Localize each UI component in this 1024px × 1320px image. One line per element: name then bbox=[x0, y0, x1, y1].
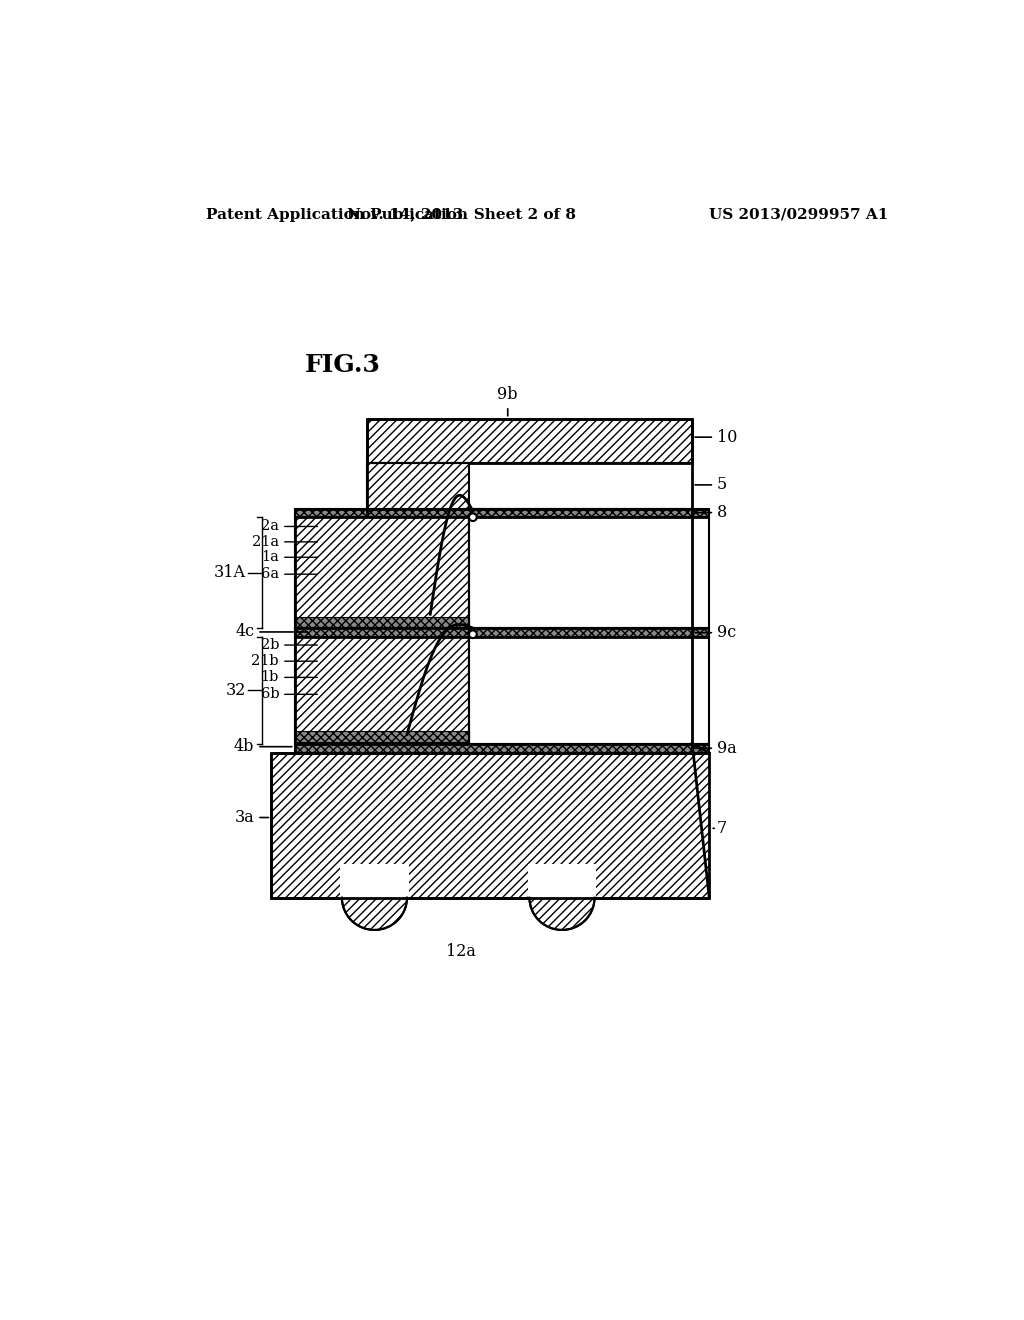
Text: Patent Application Publication: Patent Application Publication bbox=[206, 207, 468, 222]
Bar bbox=[295, 517, 469, 628]
Circle shape bbox=[469, 631, 477, 638]
Text: FIG.3: FIG.3 bbox=[305, 352, 381, 376]
Text: 5: 5 bbox=[695, 477, 727, 494]
Bar bbox=[469, 517, 710, 628]
Bar bbox=[295, 638, 469, 743]
Text: 9b: 9b bbox=[498, 387, 518, 416]
Circle shape bbox=[529, 866, 595, 929]
Text: 1b: 1b bbox=[261, 671, 317, 684]
Text: 2a: 2a bbox=[261, 520, 317, 533]
Bar bbox=[295, 628, 710, 638]
Bar bbox=[528, 863, 596, 898]
Bar bbox=[340, 863, 409, 898]
Text: US 2013/0299957 A1: US 2013/0299957 A1 bbox=[710, 207, 889, 222]
Bar bbox=[367, 462, 469, 517]
Bar bbox=[295, 731, 469, 742]
Text: 3a: 3a bbox=[234, 809, 268, 826]
Text: 9c: 9c bbox=[695, 624, 736, 642]
Text: 8: 8 bbox=[695, 504, 727, 521]
Bar bbox=[469, 638, 710, 743]
Text: 10: 10 bbox=[695, 429, 737, 446]
Bar bbox=[295, 743, 710, 752]
Text: 9a: 9a bbox=[695, 739, 736, 756]
Circle shape bbox=[469, 513, 477, 521]
Text: 12a: 12a bbox=[446, 942, 476, 960]
Bar bbox=[469, 508, 692, 517]
Text: 1a: 1a bbox=[261, 550, 317, 564]
Bar bbox=[295, 618, 469, 627]
Text: 32: 32 bbox=[225, 682, 246, 700]
Text: 4c: 4c bbox=[236, 623, 307, 640]
Text: 6a: 6a bbox=[261, 568, 317, 581]
Bar bbox=[367, 418, 692, 462]
Text: Nov. 14, 2013  Sheet 2 of 8: Nov. 14, 2013 Sheet 2 of 8 bbox=[347, 207, 575, 222]
Text: 31A: 31A bbox=[214, 564, 246, 581]
Bar bbox=[295, 508, 710, 517]
Text: 21b: 21b bbox=[252, 655, 317, 668]
Text: 7: 7 bbox=[713, 820, 727, 837]
Text: 6b: 6b bbox=[260, 688, 317, 701]
Circle shape bbox=[342, 866, 407, 929]
Text: 2b: 2b bbox=[261, 638, 317, 652]
Text: 4b: 4b bbox=[233, 738, 292, 755]
Text: 21a: 21a bbox=[252, 535, 317, 549]
Bar bbox=[271, 752, 710, 898]
